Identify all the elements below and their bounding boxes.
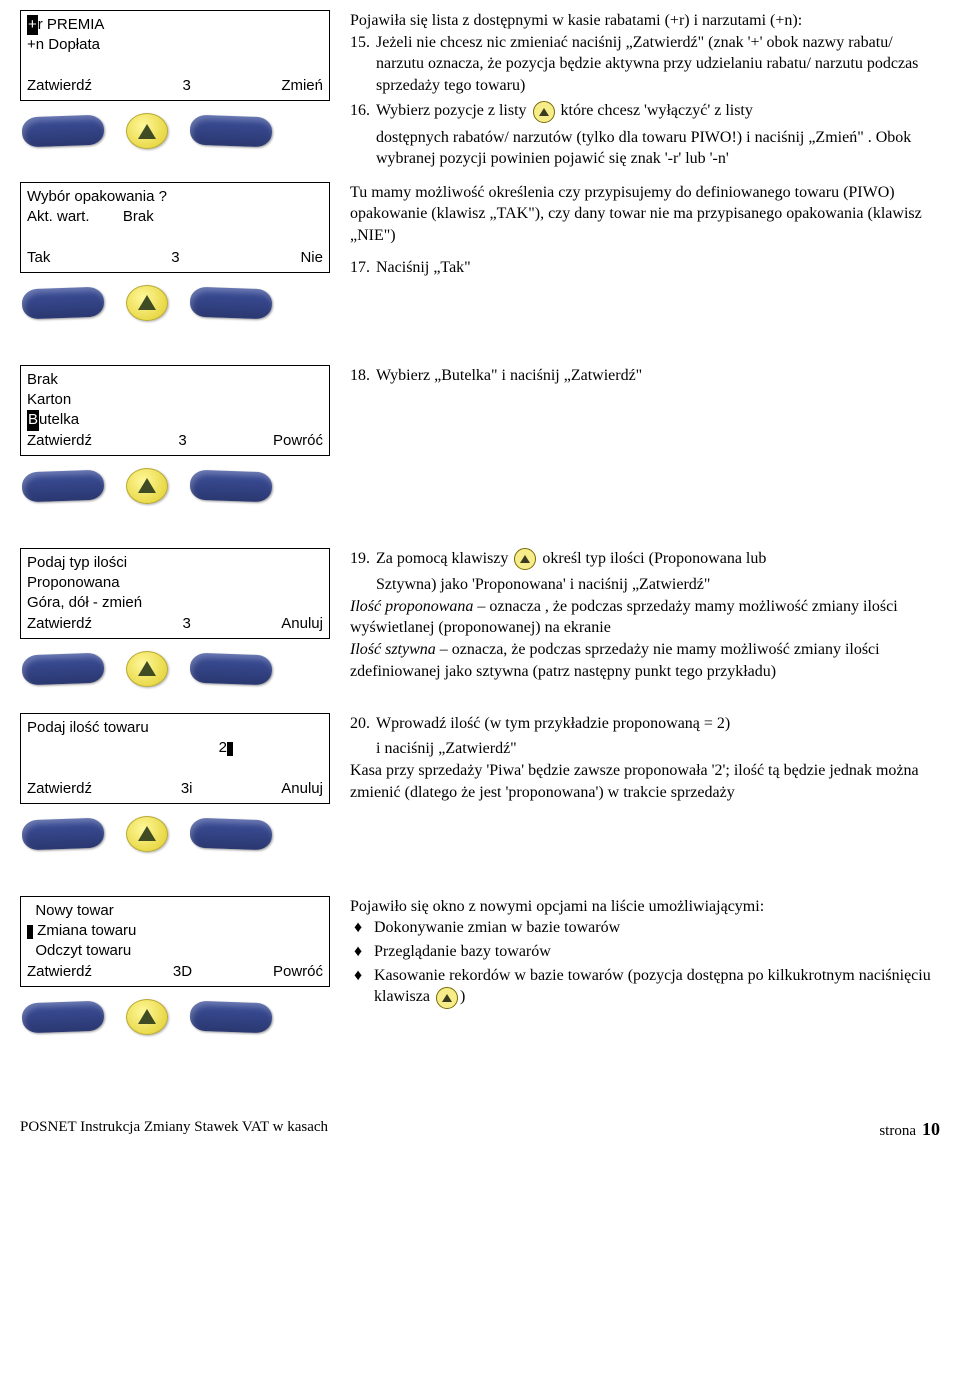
softkey-right: Anuluj bbox=[281, 614, 323, 634]
step-number: 20. bbox=[350, 713, 376, 735]
step-number: 17. bbox=[350, 257, 376, 279]
button-row bbox=[20, 645, 330, 701]
step-text: Wybierz pozycje z listy które chcesz 'wy… bbox=[376, 100, 940, 122]
blue-button-left[interactable] bbox=[22, 817, 105, 850]
softkey-left: Zatwierdź bbox=[27, 779, 92, 799]
softkey-right: Powróć bbox=[273, 962, 323, 982]
lcd-screen-3: Brak Karton Butelka Zatwierdź 3 Powróć bbox=[20, 365, 330, 456]
blue-button-right[interactable] bbox=[190, 469, 273, 502]
lcd-screen-4: Podaj typ ilości Proponowana Góra, dół -… bbox=[20, 548, 330, 639]
triangle-up-icon bbox=[533, 101, 555, 123]
diamond-bullet-icon: ♦ bbox=[354, 941, 374, 963]
yellow-button-up[interactable] bbox=[126, 651, 168, 687]
yellow-button-up[interactable] bbox=[126, 285, 168, 321]
step-number: 19. bbox=[350, 548, 376, 570]
softkey-left: Zatwierdź bbox=[27, 962, 92, 982]
blue-button-right[interactable] bbox=[190, 115, 273, 148]
instruction-text: Pojawiła się lista z dostępnymi w kasie … bbox=[350, 10, 940, 32]
yellow-button-up[interactable] bbox=[126, 113, 168, 149]
button-row bbox=[20, 107, 330, 163]
blue-button-left[interactable] bbox=[22, 652, 105, 685]
button-row bbox=[20, 279, 330, 335]
list-item: Dokonywanie zmian w bazie towarów bbox=[374, 917, 620, 939]
softkey-mid: 3 bbox=[178, 431, 186, 451]
button-row bbox=[20, 810, 330, 866]
list-item: Kasowanie rekordów w bazie towarów (pozy… bbox=[374, 965, 940, 1009]
step-text: Sztywna) jako 'Proponowana' i naciśnij „… bbox=[350, 574, 940, 596]
cursor-highlight: + bbox=[27, 15, 38, 35]
yellow-button-up[interactable] bbox=[126, 816, 168, 852]
instruction-text: Pojawiło się okno z nowymi opcjami na li… bbox=[350, 896, 940, 918]
triangle-up-icon bbox=[514, 548, 536, 570]
instruction-text: Tu mamy możliwość określenia czy przypis… bbox=[350, 182, 940, 247]
list-item: Przeglądanie bazy towarów bbox=[374, 941, 551, 963]
softkey-right: Zmień bbox=[281, 76, 323, 96]
diamond-bullet-icon: ♦ bbox=[354, 917, 374, 939]
softkey-right: Nie bbox=[300, 248, 323, 268]
blue-button-right[interactable] bbox=[190, 652, 273, 685]
lcd-screen-1: +r PREMIA +n Dopłata Zatwierdź 3 Zmień bbox=[20, 10, 330, 101]
diamond-bullet-icon: ♦ bbox=[354, 965, 374, 1009]
softkey-mid: 3D bbox=[173, 962, 192, 982]
step-text: Naciśnij „Tak" bbox=[376, 257, 940, 279]
step-text: Wybierz „Butelka" i naciśnij „Zatwierdź" bbox=[376, 365, 940, 387]
step-text: Za pomocą klawiszy określ typ ilości (Pr… bbox=[376, 548, 940, 570]
instruction-text: Ilość proponowana – oznacza , że podczas… bbox=[350, 596, 940, 639]
blue-button-left[interactable] bbox=[22, 469, 105, 502]
button-row bbox=[20, 993, 330, 1049]
yellow-button-up[interactable] bbox=[126, 999, 168, 1035]
softkey-mid: 3 bbox=[183, 76, 191, 96]
softkey-right: Powróć bbox=[273, 431, 323, 451]
instruction-text: Ilość sztywna – oznacza, że podczas sprz… bbox=[350, 639, 940, 682]
instruction-text: Kasa przy sprzedaży 'Piwa' będzie zawsze… bbox=[350, 760, 940, 803]
step-text: dostępnych rabatów/ narzutów (tylko dla … bbox=[350, 127, 940, 170]
step-text: i naciśnij „Zatwierdź" bbox=[350, 738, 940, 760]
softkey-mid: 3 bbox=[182, 614, 190, 634]
step-number: 18. bbox=[350, 365, 376, 387]
blue-button-left[interactable] bbox=[22, 1000, 105, 1033]
step-text: Jeżeli nie chcesz nic zmieniać naciśnij … bbox=[376, 32, 940, 97]
blue-button-right[interactable] bbox=[190, 817, 273, 850]
softkey-left: Zatwierdź bbox=[27, 431, 92, 451]
lcd-screen-5: Podaj ilość towaru 2 Zatwierdź 3i Anuluj bbox=[20, 713, 330, 804]
step-number: 15. bbox=[350, 32, 376, 97]
lcd-screen-2: Wybór opakowania ? Akt. wart. Brak Tak 3… bbox=[20, 182, 330, 273]
step-text: Wprowadź ilość (w tym przykładzie propon… bbox=[376, 713, 940, 735]
softkey-mid: 3 bbox=[171, 248, 179, 268]
blue-button-left[interactable] bbox=[22, 286, 105, 319]
blue-button-left[interactable] bbox=[22, 115, 105, 148]
footer-page: strona10 bbox=[879, 1119, 940, 1140]
text-cursor bbox=[227, 742, 233, 756]
cursor-highlight: B bbox=[27, 410, 39, 430]
step-number: 16. bbox=[350, 100, 376, 122]
lcd-screen-6: Nowy towar Zmiana towaru Odczyt towaru Z… bbox=[20, 896, 330, 987]
softkey-left: Tak bbox=[27, 248, 50, 268]
triangle-up-icon bbox=[436, 987, 458, 1009]
softkey-right: Anuluj bbox=[281, 779, 323, 799]
softkey-left: Zatwierdź bbox=[27, 614, 92, 634]
footer-title: POSNET Instrukcja Zmiany Stawek VAT w ka… bbox=[20, 1119, 328, 1140]
button-row bbox=[20, 462, 330, 518]
yellow-button-up[interactable] bbox=[126, 468, 168, 504]
blue-button-right[interactable] bbox=[190, 286, 273, 319]
blue-button-right[interactable] bbox=[190, 1000, 273, 1033]
softkey-left: Zatwierdź bbox=[27, 76, 92, 96]
softkey-mid: 3i bbox=[181, 779, 193, 799]
